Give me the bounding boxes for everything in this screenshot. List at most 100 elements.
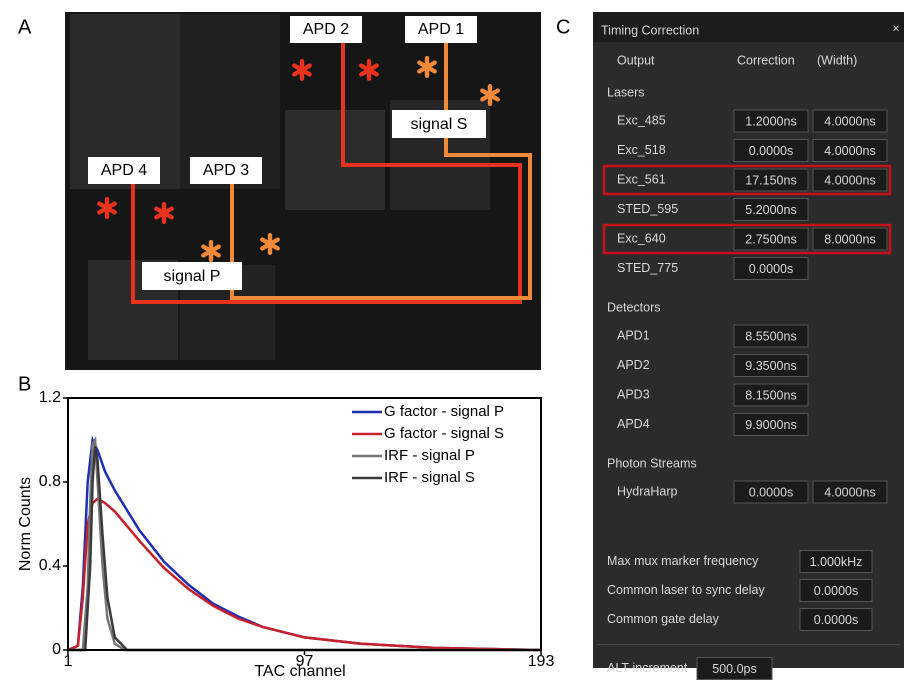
x-tick-label: 193 xyxy=(528,653,555,670)
photo-label: APD 4 xyxy=(101,162,147,179)
setting-label: Common laser to sync delay xyxy=(607,583,765,597)
value-field[interactable] xyxy=(733,168,809,192)
value-text: 5.2000ns xyxy=(745,203,796,217)
label-box xyxy=(142,262,242,290)
value-field[interactable] xyxy=(733,413,809,436)
value-field[interactable] xyxy=(812,168,888,192)
section-header: Detectors xyxy=(607,300,661,314)
x-tick-label: 1 xyxy=(64,653,73,670)
value-text: 8.5500ns xyxy=(745,329,796,343)
label-box xyxy=(88,157,160,184)
value-field[interactable] xyxy=(799,608,873,631)
column-header: (Width) xyxy=(817,53,857,67)
legend-label: G factor - signal P xyxy=(384,403,504,420)
panel-label: A xyxy=(18,16,32,38)
row-label: STED_595 xyxy=(617,202,678,216)
value-text: 4.0000ns xyxy=(824,114,875,128)
value-field[interactable] xyxy=(696,657,773,680)
value-text: 0.0000s xyxy=(749,485,793,499)
row-label: Exc_485 xyxy=(617,113,666,127)
value-field[interactable] xyxy=(812,227,888,251)
value-text: 4.0000ns xyxy=(824,485,875,499)
filter-cube xyxy=(285,110,385,210)
value-text: 8.1500ns xyxy=(745,388,796,402)
label-box xyxy=(290,16,362,43)
value-text: 17.150ns xyxy=(745,173,796,187)
value-text: 500.0ps xyxy=(712,662,756,676)
y-tick-label: 1.2 xyxy=(39,389,61,406)
value-text: 2.7500ns xyxy=(745,232,796,246)
value-field[interactable] xyxy=(733,109,809,133)
value-field[interactable] xyxy=(733,227,809,251)
plot-frame xyxy=(67,397,542,651)
value-field[interactable] xyxy=(799,550,873,573)
value-text: 9.3500ns xyxy=(745,359,796,373)
highlight xyxy=(602,223,892,255)
value-text: 8.0000ns xyxy=(824,232,875,246)
row-label: Exc_518 xyxy=(617,143,666,157)
value-text: 0.0000s xyxy=(749,262,793,276)
value-field[interactable] xyxy=(733,198,809,221)
label-box xyxy=(405,16,477,43)
row-label: Exc_640 xyxy=(617,231,666,245)
timing-panel: Timing Correction × Output Correction (W… xyxy=(593,12,904,680)
value-field[interactable] xyxy=(733,480,809,504)
row-label: APD4 xyxy=(617,417,650,431)
y-tick-label: 0.8 xyxy=(39,473,61,490)
value-field[interactable] xyxy=(733,324,809,348)
legend-label: G factor - signal S xyxy=(384,425,504,442)
x-tick-label: 97 xyxy=(296,653,314,670)
value-text: 1.2000ns xyxy=(745,114,796,128)
section-header: Photon Streams xyxy=(607,456,697,470)
value-field[interactable] xyxy=(733,257,809,280)
value-field[interactable] xyxy=(733,354,809,377)
section-header: Lasers xyxy=(607,85,645,99)
row-label: Exc_561 xyxy=(617,172,666,186)
setting-label: Common gate delay xyxy=(607,612,720,626)
setting-label: Max mux marker frequency xyxy=(607,554,759,568)
red-path xyxy=(131,42,522,304)
label-box xyxy=(190,157,262,184)
photo-label: APD 3 xyxy=(203,162,249,179)
value-text: 0.0000s xyxy=(749,144,793,158)
photo-label: APD 2 xyxy=(303,21,349,38)
setting-label: ALT-increment xyxy=(607,661,688,675)
row-label: APD2 xyxy=(617,358,650,372)
photo: APD 2 APD 1 APD 4 APD 3 signal S signal … xyxy=(65,12,541,370)
value-text: 0.0000s xyxy=(814,613,858,627)
row-label: APD3 xyxy=(617,387,650,401)
value-field[interactable] xyxy=(812,480,888,504)
value-text: 1.000kHz xyxy=(810,555,863,569)
photo-label: signal P xyxy=(164,268,221,285)
value-text: 4.0000ns xyxy=(824,144,875,158)
panel-title: Timing Correction xyxy=(601,23,699,37)
y-tick-label: 0 xyxy=(52,641,61,658)
value-field[interactable] xyxy=(733,383,809,407)
series-line xyxy=(67,497,542,652)
series-line xyxy=(68,446,541,652)
title-bar xyxy=(593,12,904,42)
row-label: APD1 xyxy=(617,328,650,342)
close-button[interactable]: × xyxy=(892,21,899,35)
y-axis-label: Norm Counts xyxy=(17,477,34,571)
chart: TAC channel Norm Counts 0 0.4 0.8 1.2 1 97 193… xyxy=(17,389,554,680)
value-text: 4.0000ns xyxy=(824,173,875,187)
legend-label: IRF - signal S xyxy=(384,469,475,486)
row-label: HydraHarp xyxy=(617,484,677,498)
x-axis-label: TAC channel xyxy=(254,663,345,680)
value-field[interactable] xyxy=(812,139,888,162)
label-box xyxy=(392,110,486,138)
photo-label: signal S xyxy=(411,116,468,133)
value-field[interactable] xyxy=(799,579,873,602)
value-field[interactable] xyxy=(812,109,888,133)
photo-label: APD 1 xyxy=(418,21,464,38)
value-text: 9.9000ns xyxy=(745,418,796,432)
y-tick-label: 0.4 xyxy=(39,557,61,574)
row-label: STED_775 xyxy=(617,261,678,275)
panel-label: B xyxy=(18,373,31,395)
column-header: Output xyxy=(617,53,655,67)
value-field[interactable] xyxy=(733,139,809,162)
column-header: Correction xyxy=(737,53,795,67)
value-text: 0.0000s xyxy=(814,584,858,598)
